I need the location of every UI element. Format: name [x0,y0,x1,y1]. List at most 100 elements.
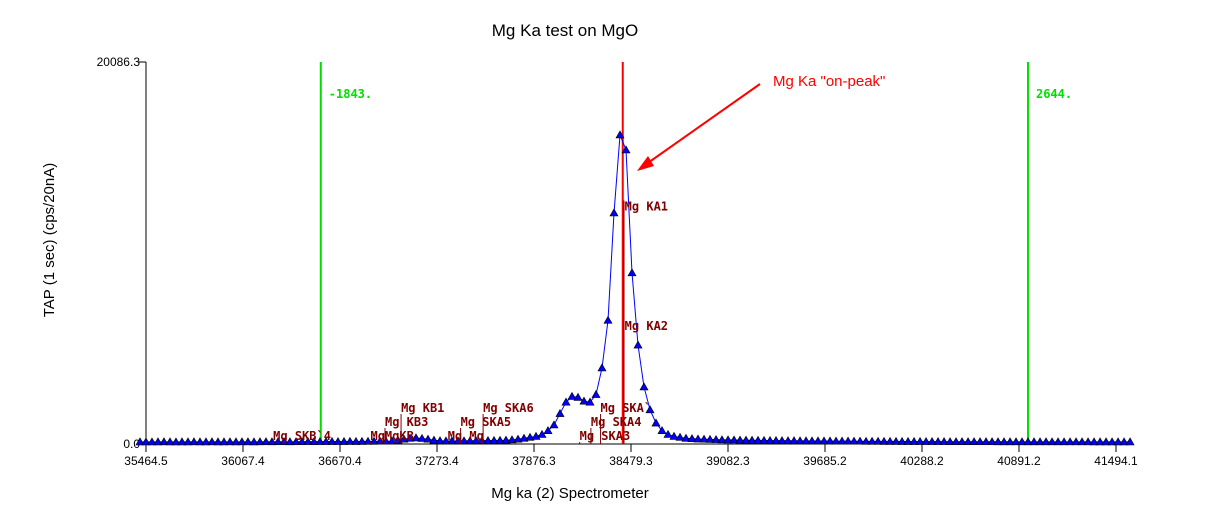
data-point [147,437,157,446]
line-label: Mg SKA` [601,401,652,415]
data-point [957,437,967,446]
data-point [597,363,607,372]
data-point [495,435,505,444]
data-point [429,435,439,444]
chart-title: Mg Ka test on MgO [492,21,638,40]
data-point [1023,437,1033,446]
data-point [537,429,547,438]
data-point [399,434,409,443]
data-point [567,391,577,400]
data-point [1005,437,1015,446]
x-tick-label: 37876.3 [512,454,556,468]
line-label: Mg KA2 [625,319,668,333]
annotation-arrow [637,83,761,171]
data-point [867,436,877,445]
data-point [891,436,901,445]
data-point [1035,437,1045,446]
data-point [285,437,295,446]
x-tick-label: 38479.3 [609,454,653,468]
series-line [139,134,1131,443]
data-point [231,437,241,446]
y-axis-label: TAP (1 sec) (cps/20nA) [41,163,58,318]
data-point [981,437,991,446]
data-point [207,437,217,446]
data-point [555,408,565,417]
data-point [201,437,211,446]
data-point [195,437,205,446]
data-point [657,426,667,434]
data-point [459,436,469,445]
x-tick-label: 39685.2 [803,454,847,468]
data-point [951,437,961,446]
data-point [561,397,571,406]
line-label: Mg SKA4 [591,415,642,429]
data-point [1119,437,1129,446]
data-point [855,436,865,445]
line-label: Mg SKA5 [461,415,512,429]
data-point [549,420,559,429]
data-point [975,437,985,446]
marker-label: -1843. [329,87,372,101]
line-label: Mg KB3 [385,415,428,429]
data-point [681,433,691,442]
data-point [771,435,781,444]
data-point [705,434,715,443]
x-tick-label: 36067.4 [221,454,265,468]
data-point [525,432,535,441]
data-point [591,389,601,398]
data-point [735,435,745,444]
data-point [633,340,643,349]
data-point [645,405,655,414]
data-point [801,436,811,445]
data-point [387,436,397,445]
data-point [993,437,1003,446]
data-point [543,426,553,434]
data-point [837,436,847,445]
data-point [219,437,229,446]
data-point [345,436,355,445]
data-point [183,437,193,446]
data-point [651,418,661,427]
data-point [639,382,649,391]
x-tick-label: 35464.5 [124,454,168,468]
data-point [177,437,187,446]
data-point [819,436,829,445]
data-point [927,437,937,445]
y-tick-label: 20086.3 [97,55,141,69]
data-point [237,437,247,446]
x-tick-label: 40891.2 [997,454,1041,468]
data-point [627,268,637,277]
data-point [807,436,817,445]
data-point [303,437,313,445]
data-point [777,436,787,444]
data-point [471,436,481,445]
data-point [405,433,415,442]
data-point [309,437,319,446]
data-point [279,437,289,446]
data-point [423,434,433,443]
data-point [447,436,457,445]
data-point [501,435,511,444]
data-point [939,437,949,445]
data-point [663,429,673,438]
data-point [963,437,973,446]
x-axis-label: Mg ka (2) Spectrometer [491,485,649,502]
data-point [1095,437,1105,446]
data-point [321,437,331,445]
data-point [903,436,913,445]
data-point [249,437,259,446]
data-point [255,437,265,446]
data-point [273,437,283,446]
data-point [987,437,997,446]
data-point [261,437,271,446]
data-point [1029,437,1039,446]
line-label: Mg SKA6 [483,401,534,415]
data-point [831,436,841,445]
line-label: Mg SKB`4 [273,429,331,443]
line-label: Mg Mg [448,429,484,443]
x-tick-label: 36670.4 [318,454,362,468]
data-point [393,435,403,444]
data-point [417,433,427,442]
data-point [453,436,463,445]
data-point [375,436,385,445]
